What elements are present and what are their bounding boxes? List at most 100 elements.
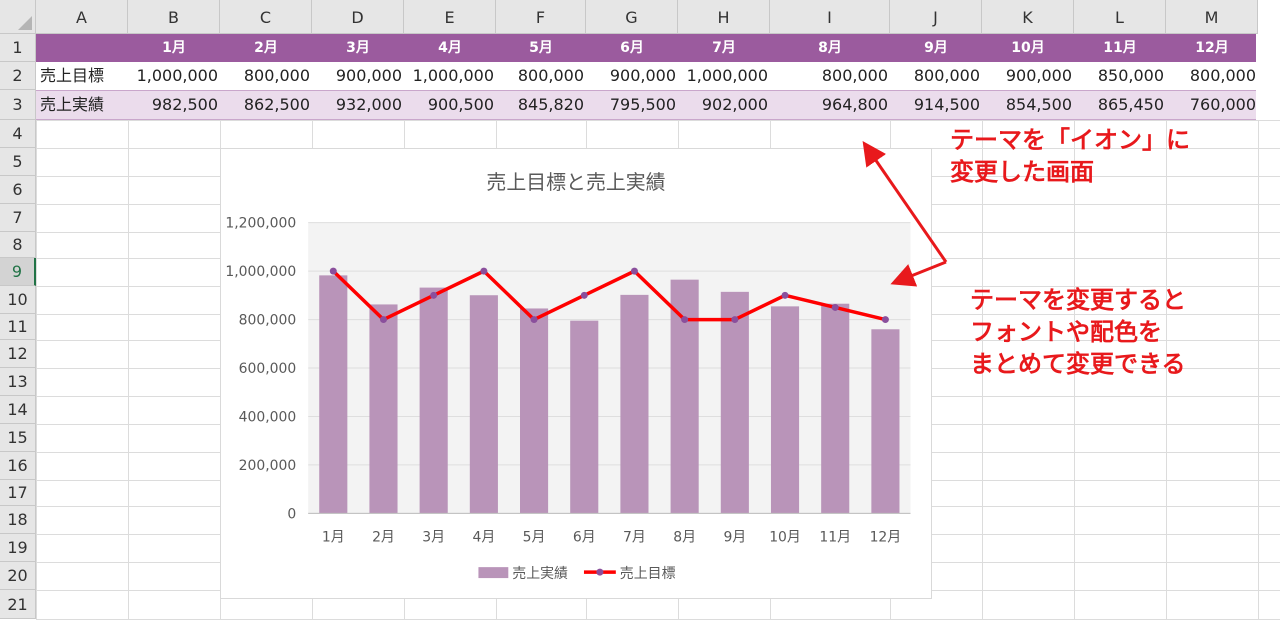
column-header-D[interactable]: D (312, 0, 404, 34)
target-value-cell[interactable]: 1,000,000 (412, 66, 494, 85)
bar-actual (469, 295, 498, 514)
month-header-cell[interactable]: 6月 (620, 40, 644, 56)
row-header-11[interactable]: 11 (0, 314, 36, 340)
month-header-cell[interactable]: 4月 (438, 40, 462, 56)
actual-row-fill (36, 90, 1256, 120)
column-header-C[interactable]: C (220, 0, 312, 34)
target-value-cell[interactable]: 900,000 (609, 66, 676, 85)
month-header-cell[interactable]: 1月 (162, 40, 186, 56)
month-header-cell[interactable]: 12月 (1195, 40, 1229, 56)
row-header-21[interactable]: 21 (0, 590, 36, 619)
target-value-cell[interactable]: 900,000 (1005, 66, 1072, 85)
row-header-4[interactable]: 4 (0, 120, 36, 148)
column-gridline (1258, 120, 1259, 619)
bar-actual (369, 304, 398, 514)
annotation-line: 変更した画面 (950, 158, 1094, 186)
point-target (530, 316, 538, 324)
actual-value-cell[interactable]: 932,000 (335, 95, 402, 114)
column-header-A[interactable]: A (36, 0, 128, 34)
x-tick-label: 9月 (723, 529, 746, 545)
chart-area[interactable]: 売上目標と売上実績 0 200,000 400,000 600,000 800,000 1,… (220, 148, 932, 599)
row-header-10[interactable]: 10 (0, 286, 36, 314)
actual-value-cell[interactable]: 982,500 (151, 95, 218, 114)
bar-actual (620, 294, 649, 514)
actual-value-cell[interactable]: 900,500 (427, 95, 494, 114)
row-header-13[interactable]: 13 (0, 368, 36, 396)
point-target (630, 267, 638, 275)
annotation-line: まとめて変更できる (970, 350, 1186, 378)
actual-value-cell[interactable]: 964,800 (821, 95, 888, 114)
point-target (480, 267, 488, 275)
column-header-J[interactable]: J (890, 0, 982, 34)
row-label-target[interactable]: 売上目標 (40, 66, 105, 85)
row-header-3[interactable]: 3 (0, 90, 36, 120)
legend-swatch-actual (478, 567, 509, 579)
actual-value-cell[interactable]: 865,450 (1097, 95, 1164, 114)
actual-value-cell[interactable]: 760,000 (1189, 95, 1256, 114)
row-header-19[interactable]: 19 (0, 534, 36, 562)
actual-value-cell[interactable]: 914,500 (913, 95, 980, 114)
actual-value-cell[interactable]: 854,500 (1005, 95, 1072, 114)
row-label-actual[interactable]: 売上実績 (40, 95, 105, 114)
y-tick-label: 0 (287, 506, 296, 522)
target-value-cell[interactable]: 800,000 (821, 66, 888, 85)
actual-value-cell[interactable]: 902,000 (701, 95, 768, 114)
target-value-cell[interactable]: 800,000 (517, 66, 584, 85)
legend-label-target: 売上目標 (620, 566, 676, 582)
target-value-cell[interactable]: 900,000 (335, 66, 402, 85)
row-header-5[interactable]: 5 (0, 148, 36, 176)
column-header-K[interactable]: K (982, 0, 1074, 34)
row-header-1[interactable]: 1 (0, 34, 36, 62)
month-header-cell[interactable]: 7月 (712, 40, 736, 56)
column-gridline (128, 120, 129, 619)
point-target (881, 316, 889, 324)
row-header-15[interactable]: 15 (0, 424, 36, 452)
actual-value-cell[interactable]: 862,500 (243, 95, 310, 114)
target-value-cell[interactable]: 800,000 (1189, 66, 1256, 85)
x-tick-label: 10月 (769, 529, 801, 545)
row-header-6[interactable]: 6 (0, 176, 36, 204)
row-header-16[interactable]: 16 (0, 452, 36, 480)
row-header-20[interactable]: 20 (0, 562, 36, 590)
target-value-cell[interactable]: 1,000,000 (136, 66, 218, 85)
column-header-B[interactable]: B (128, 0, 220, 34)
x-tick-label: 3月 (422, 529, 445, 545)
row-header-8[interactable]: 8 (0, 232, 36, 258)
row-header-17[interactable]: 17 (0, 480, 36, 506)
column-header-M[interactable]: M (1166, 0, 1258, 34)
month-header-cell[interactable]: 11月 (1103, 40, 1137, 56)
y-tick-label: 1,000,000 (225, 264, 296, 280)
month-header-cell[interactable]: 10月 (1011, 40, 1045, 56)
row-header-2[interactable]: 2 (0, 62, 36, 90)
column-header-I[interactable]: I (770, 0, 890, 34)
target-value-cell[interactable]: 1,000,000 (686, 66, 768, 85)
bar-actual (520, 308, 549, 514)
row-header-7[interactable]: 7 (0, 204, 36, 232)
row-header-14[interactable]: 14 (0, 396, 36, 424)
legend-label-actual: 売上実績 (512, 566, 568, 582)
month-header-cell[interactable]: 3月 (346, 40, 370, 56)
point-target (681, 316, 689, 324)
target-value-cell[interactable]: 800,000 (243, 66, 310, 85)
column-header-F[interactable]: F (496, 0, 586, 34)
target-value-cell[interactable]: 850,000 (1097, 66, 1164, 85)
month-header-cell[interactable]: 5月 (529, 40, 553, 56)
column-header-E[interactable]: E (404, 0, 496, 34)
row-header-18[interactable]: 18 (0, 506, 36, 534)
column-header-G[interactable]: G (586, 0, 678, 34)
month-header-cell[interactable]: 9月 (924, 40, 948, 56)
actual-value-cell[interactable]: 845,820 (517, 95, 584, 114)
column-header-H[interactable]: H (678, 0, 770, 34)
select-all-corner[interactable] (0, 0, 36, 34)
column-header-L[interactable]: L (1074, 0, 1166, 34)
month-header-cell[interactable]: 2月 (254, 40, 278, 56)
bar-actual (770, 306, 800, 514)
target-value-cell[interactable]: 800,000 (913, 66, 980, 85)
row-header-9[interactable]: 9 (0, 258, 36, 286)
row-header-12[interactable]: 12 (0, 340, 36, 368)
legend-marker-target (596, 568, 604, 576)
actual-value-cell[interactable]: 795,500 (609, 95, 676, 114)
month-header-cell[interactable]: 8月 (818, 40, 842, 56)
point-target (731, 316, 739, 324)
bar-actual (821, 303, 850, 514)
